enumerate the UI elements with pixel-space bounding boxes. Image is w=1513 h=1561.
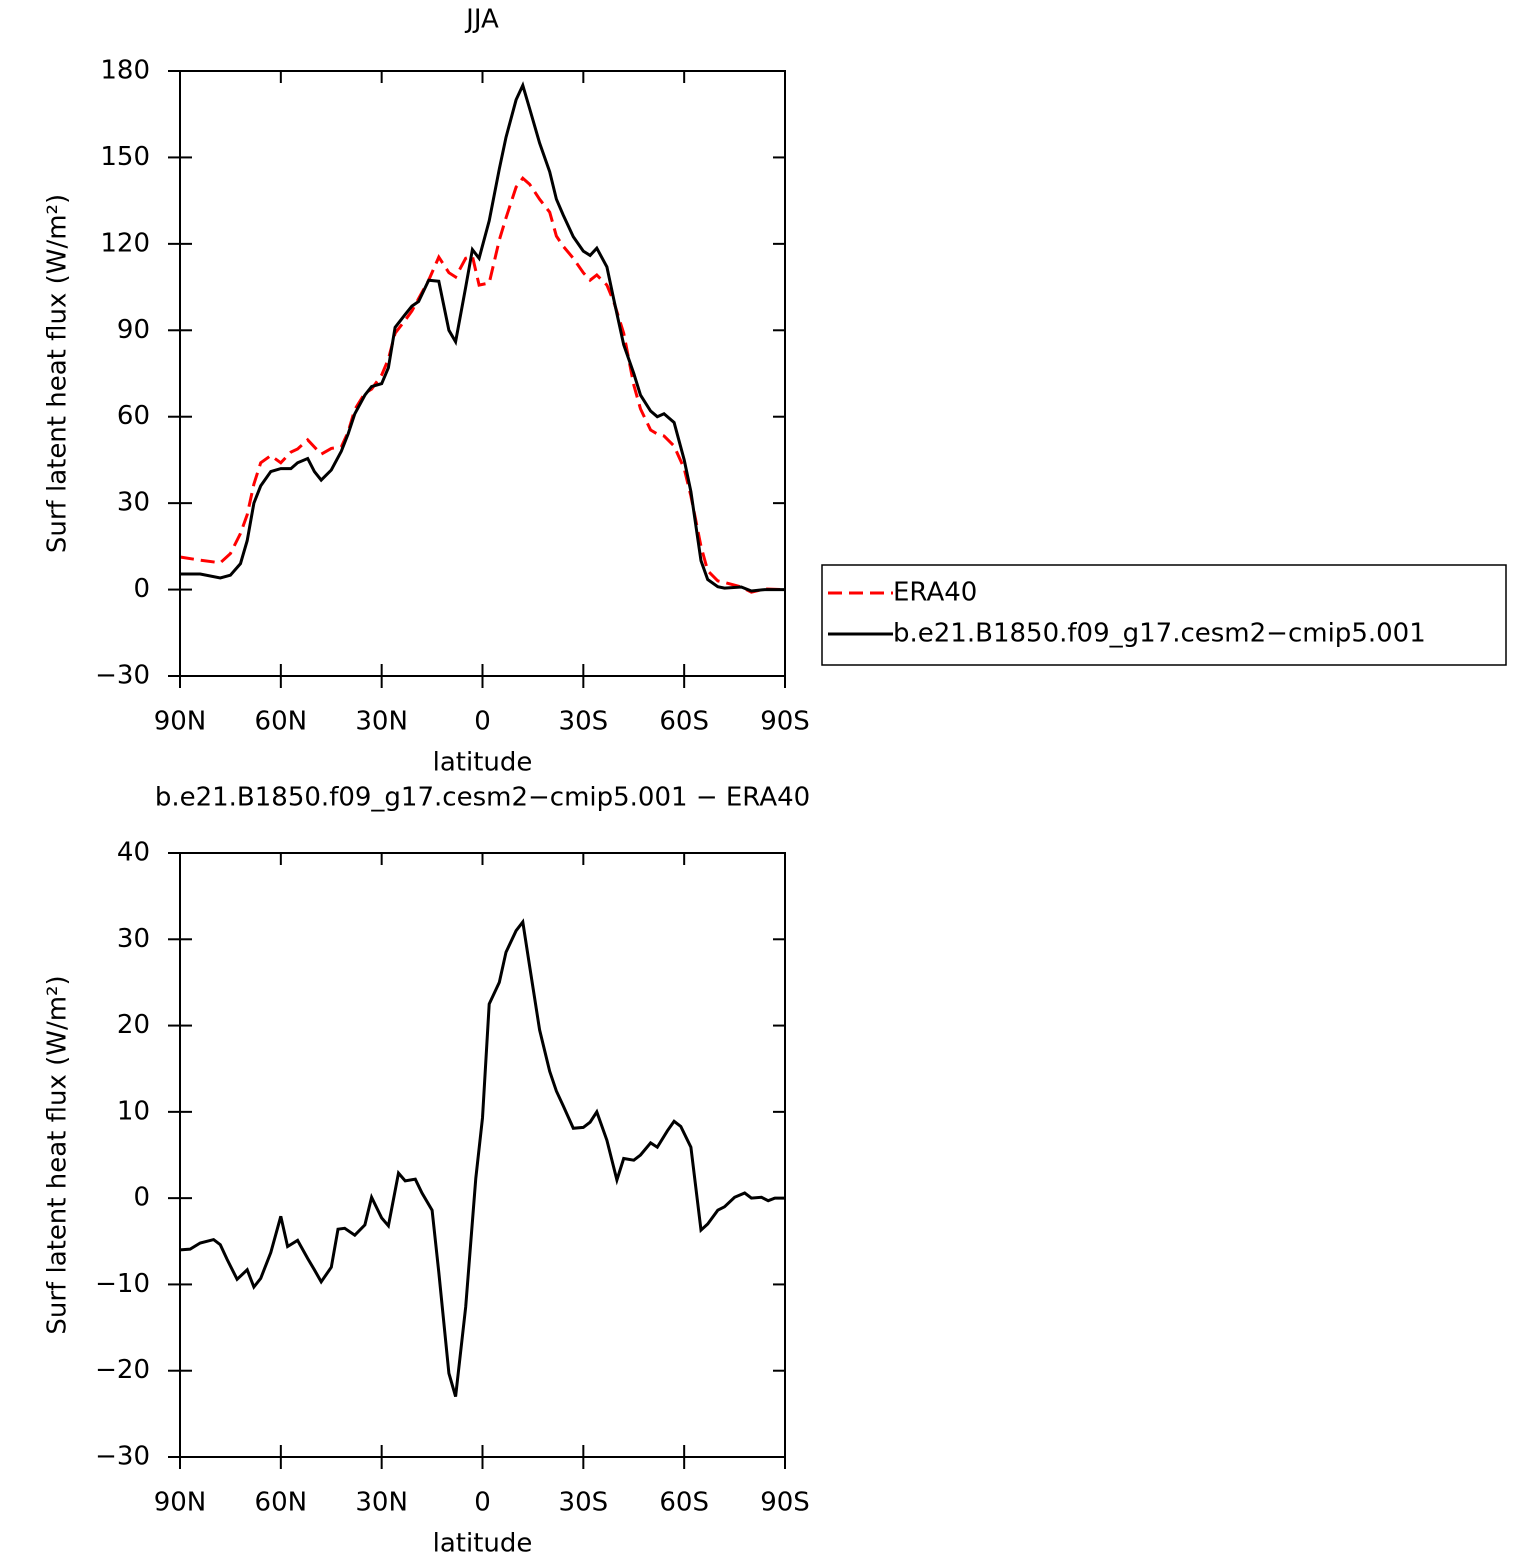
y-tick-label: 30 bbox=[117, 924, 150, 954]
y-tick-label: 150 bbox=[100, 142, 150, 172]
x-tick-label: 60N bbox=[255, 1488, 308, 1518]
y-tick-label: 0 bbox=[133, 1183, 150, 1213]
x-tick-label: 90N bbox=[154, 707, 207, 737]
x-tick-label: 90S bbox=[760, 1488, 810, 1518]
x-tick-label: 60S bbox=[659, 1488, 709, 1518]
x-tick-label: 60N bbox=[255, 707, 308, 737]
y-tick-label: −30 bbox=[95, 1442, 150, 1472]
y-tick-label: −20 bbox=[95, 1355, 150, 1385]
x-tick-label: 30S bbox=[559, 1488, 609, 1518]
chart-title: b.e21.B1850.f09_g17.cesm2−cmip5.001 − ER… bbox=[155, 783, 810, 813]
x-tick-label: 0 bbox=[474, 707, 491, 737]
y-tick-label: 30 bbox=[117, 488, 150, 518]
chart-title: JJA bbox=[464, 5, 499, 35]
plot-frame bbox=[179, 852, 786, 1458]
x-tick-label: 30N bbox=[355, 707, 408, 737]
data-line bbox=[180, 81, 785, 593]
y-tick-label: 10 bbox=[117, 1096, 150, 1126]
y-tick-label: 120 bbox=[100, 228, 150, 258]
legend-label: ERA40 bbox=[893, 578, 977, 608]
data-line bbox=[179, 176, 786, 594]
plot-frame bbox=[179, 70, 786, 677]
y-tick-label: 20 bbox=[117, 1010, 150, 1040]
y-tick-label: 180 bbox=[100, 56, 150, 86]
legend-label: b.e21.B1850.f09_g17.cesm2−cmip5.001 bbox=[893, 619, 1426, 649]
x-tick-label: 90S bbox=[760, 707, 810, 737]
x-tick-label: 60S bbox=[659, 707, 709, 737]
y-tick-label: 90 bbox=[117, 315, 150, 345]
data-line bbox=[179, 918, 785, 1398]
y-tick-label: 40 bbox=[117, 838, 150, 868]
x-tick-label: 30N bbox=[355, 1488, 408, 1518]
y-axis-label: Surf latent heat flux (W/m²) bbox=[43, 194, 73, 553]
y-tick-label: −10 bbox=[95, 1269, 150, 1299]
y-axis-label: Surf latent heat flux (W/m²) bbox=[43, 975, 73, 1334]
x-tick-label: 30S bbox=[559, 707, 609, 737]
y-tick-label: −30 bbox=[95, 661, 150, 691]
x-tick-label: 90N bbox=[154, 1488, 207, 1518]
y-tick-label: 60 bbox=[117, 401, 150, 431]
x-axis-label: latitude bbox=[433, 1529, 533, 1559]
legend-box bbox=[821, 564, 1507, 666]
x-axis-label: latitude bbox=[433, 748, 533, 778]
y-tick-label: 0 bbox=[133, 574, 150, 604]
x-tick-label: 0 bbox=[474, 1488, 491, 1518]
